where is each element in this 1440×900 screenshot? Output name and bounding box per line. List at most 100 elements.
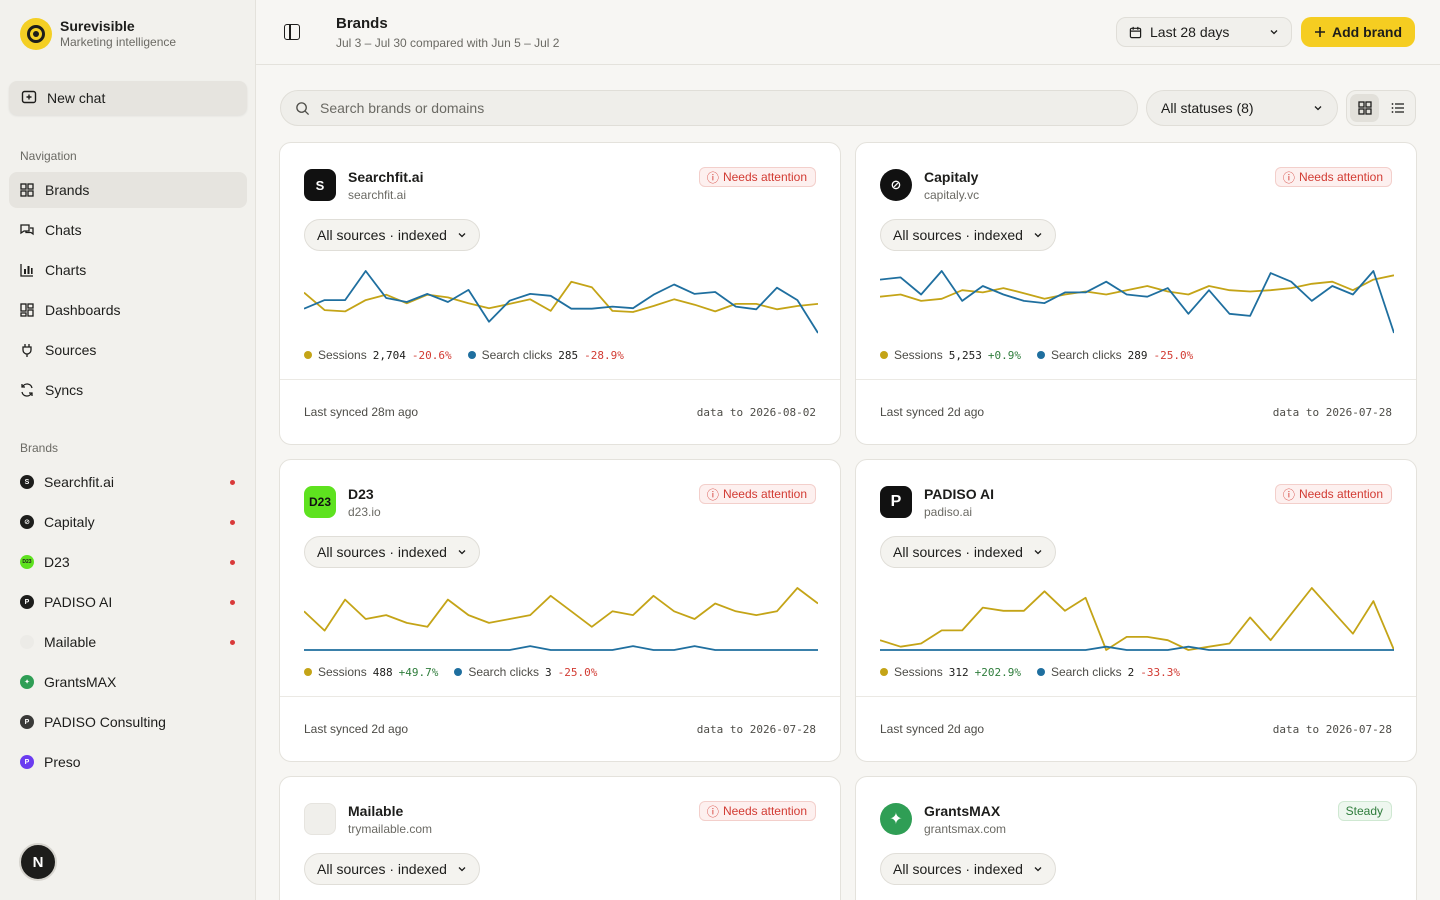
sidebar-brand-padiso-ai[interactable]: P PADISO AI	[9, 584, 247, 620]
sessions-dot-icon	[304, 668, 312, 676]
attention-dot	[230, 560, 235, 565]
brands-section-label: Brands	[20, 441, 59, 455]
sidebar-brand-label: Searchfit.ai	[44, 474, 115, 490]
source-select-label: All sources · indexed	[893, 544, 1023, 560]
view-toggle	[1346, 90, 1416, 126]
brand-list: S Searchfit.ai ⊘ Capitaly D23 D23 P PADI…	[9, 464, 247, 784]
chevron-down-icon	[458, 233, 466, 238]
sidebar-brand-mailable[interactable]: Mailable	[9, 624, 247, 660]
status-badge-label: Needs attention	[722, 804, 807, 818]
sidebar-brand-d23[interactable]: D23 D23	[9, 544, 247, 580]
brand-domain: capitaly.vc	[924, 188, 980, 202]
nav-section-label: Navigation	[20, 149, 77, 163]
sidebar-brand-searchfit[interactable]: S Searchfit.ai	[9, 464, 247, 500]
source-select[interactable]: All sources · indexed	[304, 536, 480, 568]
sidebar-item-label: Chats	[45, 222, 82, 238]
brand-card[interactable]: Mailable trymailable.com ⓘ Needs attentio…	[279, 776, 841, 900]
brand-card[interactable]: P PADISO AI padiso.ai ⓘ Needs attention A…	[855, 459, 1417, 762]
sidebar-toggle-icon[interactable]	[284, 24, 300, 40]
sidebar-item-sources[interactable]: Sources	[9, 332, 247, 368]
clicks-line	[304, 270, 818, 334]
brand-card[interactable]: S Searchfit.ai searchfit.ai ⓘ Needs atten…	[279, 142, 841, 445]
status-filter-label: All statuses (8)	[1161, 100, 1254, 116]
mailable-logo-icon	[304, 803, 336, 835]
source-select[interactable]: All sources · indexed	[880, 853, 1056, 885]
avatar[interactable]: N	[19, 843, 57, 881]
clicks-label: Search clicks	[468, 665, 540, 679]
search-field[interactable]	[280, 90, 1138, 126]
sidebar-item-brands[interactable]: Brands	[9, 172, 247, 208]
source-select-label: All sources · indexed	[317, 861, 447, 877]
list-view-button[interactable]	[1383, 94, 1412, 122]
sidebar-brand-label: Capitaly	[44, 514, 95, 530]
sidebar-brand-grantsmax[interactable]: ✦ GrantsMAX	[9, 664, 247, 700]
alert-icon: ⓘ	[706, 804, 719, 819]
grid-view-icon	[1357, 101, 1372, 115]
source-select[interactable]: All sources · indexed	[880, 219, 1056, 251]
clicks-value: 289	[1127, 348, 1148, 362]
sidebar-brand-padiso-consulting[interactable]: P PADISO Consulting	[9, 704, 247, 740]
d23-logo-icon: D23	[20, 555, 34, 569]
sidebar-item-label: Sources	[45, 342, 97, 358]
sessions-value: 312	[948, 665, 969, 679]
sessions-dot-icon	[880, 351, 888, 359]
brand-card[interactable]: ✦ GrantsMAX grantsmax.com Steady All sou…	[855, 776, 1417, 900]
source-select-label: All sources · indexed	[317, 544, 447, 560]
brand-domain: grantsmax.com	[924, 822, 1007, 836]
brand-name: PADISO AI	[924, 486, 995, 502]
sidebar-brand-capitaly[interactable]: ⊘ Capitaly	[9, 504, 247, 540]
sessions-label: Sessions	[318, 665, 367, 679]
alert-icon: ⓘ	[706, 170, 719, 185]
sidebar: Surevisible Marketing intelligence New c…	[0, 0, 256, 900]
sessions-dot-icon	[304, 351, 312, 359]
sidebar-item-label: Syncs	[45, 382, 84, 398]
logo-icon	[20, 18, 52, 50]
padiso-consulting-logo-icon: P	[20, 715, 34, 729]
source-select[interactable]: All sources · indexed	[304, 219, 480, 251]
new-chat-button[interactable]: New chat	[9, 81, 247, 115]
clicks-line	[880, 645, 1394, 651]
sidebar-item-chats[interactable]: Chats	[9, 212, 247, 248]
grid-view-button[interactable]	[1350, 94, 1379, 122]
chevron-down-icon	[1034, 550, 1042, 555]
chevron-down-icon	[1034, 867, 1042, 872]
source-select[interactable]: All sources · indexed	[880, 536, 1056, 568]
add-brand-button[interactable]: Add brand	[1301, 17, 1415, 47]
list-view-icon	[1391, 103, 1404, 113]
app-brand[interactable]: Surevisible Marketing intelligence	[20, 18, 176, 50]
grantsmax-logo-icon: ✦	[880, 803, 912, 835]
sessions-label: Sessions	[894, 348, 943, 362]
sidebar-item-charts[interactable]: Charts	[9, 252, 247, 288]
padiso-logo-icon: P	[880, 486, 912, 518]
attention-dot	[230, 640, 235, 645]
searchfit-logo-icon: S	[20, 475, 34, 489]
sessions-value: 2,704	[372, 348, 406, 362]
sparkline-chart	[880, 587, 1394, 651]
source-select-label: All sources · indexed	[893, 861, 1023, 877]
source-select[interactable]: All sources · indexed	[304, 853, 480, 885]
search-input[interactable]	[320, 100, 1100, 116]
date-range-select[interactable]: Last 28 days	[1116, 17, 1292, 47]
status-filter-select[interactable]: All statuses (8)	[1146, 90, 1338, 126]
data-to: data to 2026-07-28	[1272, 406, 1392, 419]
brand-name: GrantsMAX	[924, 803, 1001, 819]
chevron-down-icon	[1270, 30, 1278, 35]
metrics-legend: Sessions 2,704 -20.6% Search clicks 285 …	[304, 348, 624, 362]
sidebar-brand-label: Mailable	[44, 634, 97, 650]
status-badge-label: Needs attention	[722, 487, 807, 501]
card-footer: Last synced 2d ago data to 2026-07-28	[280, 696, 840, 761]
status-badge: Steady	[1337, 801, 1392, 821]
brand-name: Mailable	[348, 803, 404, 819]
sessions-change: +202.9%	[974, 665, 1021, 679]
sidebar-item-syncs[interactable]: Syncs	[9, 372, 247, 408]
sidebar-item-dashboards[interactable]: Dashboards	[9, 292, 247, 328]
brand-name: Searchfit.ai	[348, 169, 424, 185]
alert-icon: ⓘ	[1282, 487, 1295, 502]
sidebar-brand-preso[interactable]: P Preso	[9, 744, 247, 780]
brand-card[interactable]: D23 D23 d23.io ⓘ Needs attention All sour…	[279, 459, 841, 762]
brand-card[interactable]: ⊘ Capitaly capitaly.vc ⓘ Needs attention …	[855, 142, 1417, 445]
sessions-change: +49.7%	[398, 665, 439, 679]
searchfit-logo-icon: S	[304, 169, 336, 201]
chevron-down-icon	[1314, 106, 1322, 111]
sidebar-brand-label: D23	[44, 554, 70, 570]
